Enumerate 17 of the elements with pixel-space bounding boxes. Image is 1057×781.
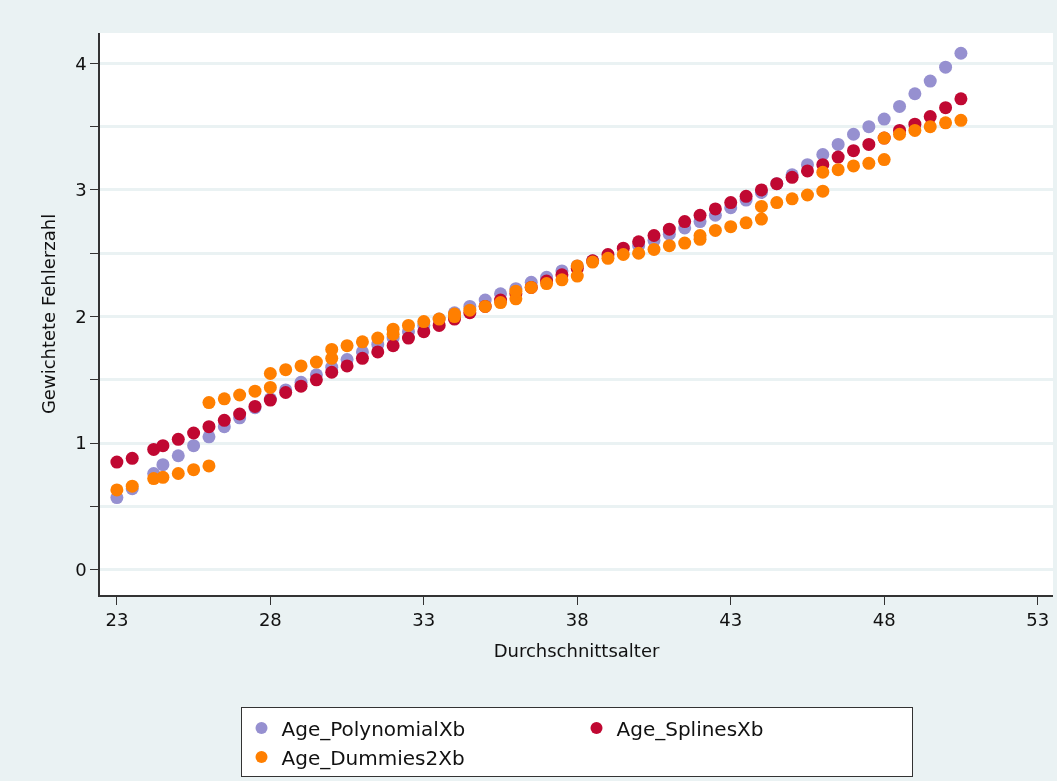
y-tick-label: 0 bbox=[75, 558, 87, 580]
y-axis-title: Gewichtete Fehlerzahl bbox=[37, 213, 59, 415]
x-tick-label: 33 bbox=[412, 609, 436, 631]
x-tick-label: 48 bbox=[872, 609, 896, 631]
y-tick-label: 1 bbox=[75, 432, 87, 454]
legend-label: Age_Dummies2Xb bbox=[281, 745, 465, 770]
x-tick-label: 53 bbox=[1026, 609, 1050, 631]
x-tick-label: 43 bbox=[719, 609, 743, 631]
x-axis-title: Durchschnittsalter bbox=[493, 639, 660, 661]
x-tick-label: 28 bbox=[258, 609, 282, 631]
legend-label: Age_SplinesXb bbox=[616, 716, 764, 741]
x-tick-label: 38 bbox=[565, 609, 589, 631]
y-tick-label: 3 bbox=[75, 179, 87, 201]
y-tick-label: 4 bbox=[75, 52, 87, 74]
x-tick-label: 23 bbox=[105, 609, 129, 631]
legend-label: Age_PolynomialXb bbox=[281, 716, 466, 741]
y-tick-label: 2 bbox=[75, 305, 87, 327]
